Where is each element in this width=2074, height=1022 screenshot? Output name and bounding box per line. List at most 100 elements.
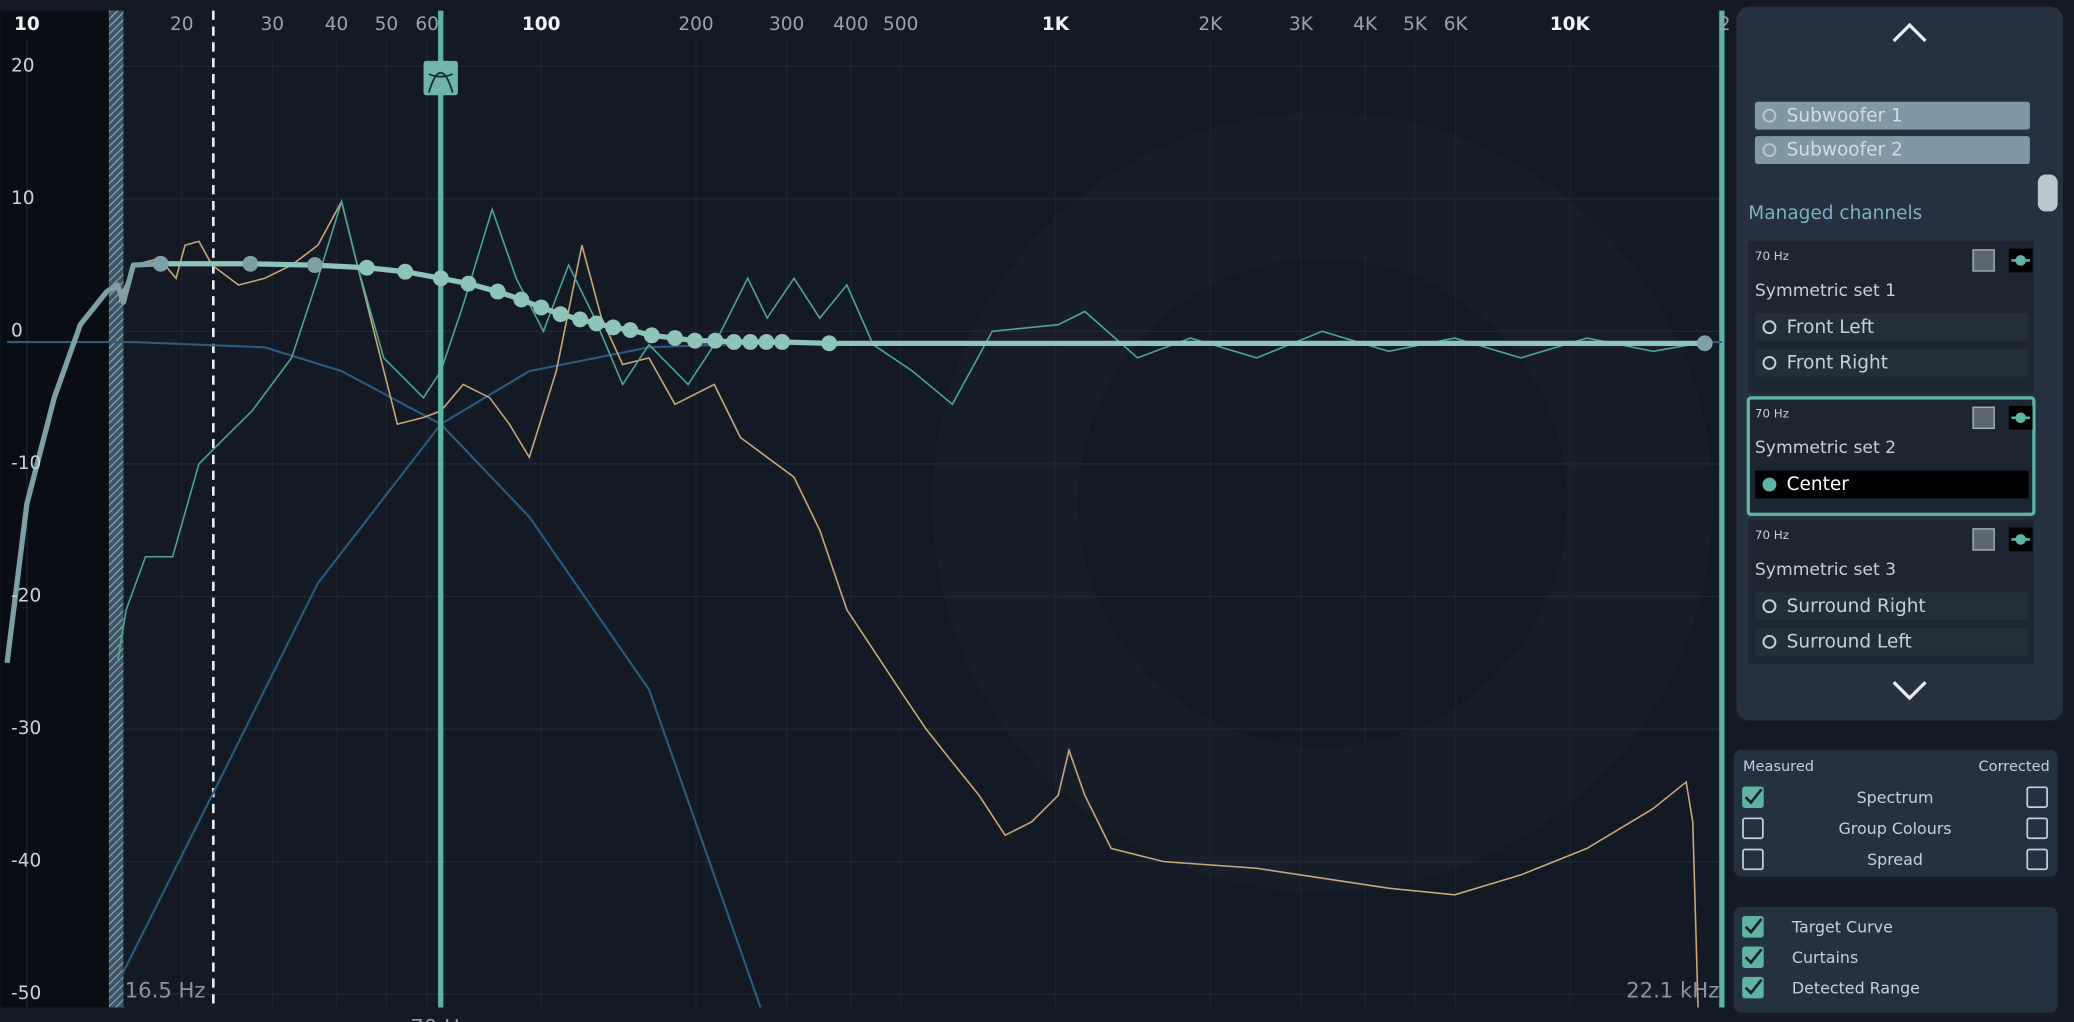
x-tick-label: 6K — [1444, 14, 1469, 35]
group-name: Symmetric set 1 — [1755, 281, 1896, 301]
target-point[interactable] — [397, 263, 414, 280]
checkbox[interactable] — [2026, 786, 2048, 809]
target-point[interactable] — [533, 299, 550, 316]
target-point[interactable] — [707, 332, 724, 349]
target-point[interactable] — [742, 334, 759, 350]
radio — [1762, 477, 1777, 492]
subwoofer-row[interactable] — [1754, 136, 2030, 164]
checkmark — [1744, 788, 1763, 805]
x-tick-label: 60 — [415, 14, 439, 35]
target-point[interactable] — [489, 283, 506, 300]
x-tick-label: 20 — [170, 14, 194, 35]
group-name: Symmetric set 2 — [1755, 438, 1896, 458]
target-point[interactable] — [774, 334, 791, 350]
y-tick-label: -50 — [11, 983, 41, 1004]
y-tick-label: -20 — [11, 586, 41, 607]
y-tick-label: 20 — [11, 55, 35, 76]
checkmark — [1744, 948, 1763, 965]
x-tick-label: 2K — [1198, 14, 1223, 35]
target-point[interactable] — [1696, 335, 1713, 352]
y-tick-label: -10 — [11, 453, 41, 474]
checkmark — [1744, 918, 1763, 935]
target-point[interactable] — [686, 332, 703, 349]
target-point[interactable] — [667, 330, 683, 346]
x-tick-label: 50 — [375, 14, 399, 35]
mute-icon[interactable] — [1972, 406, 1995, 430]
channel-row[interactable] — [1754, 628, 2029, 656]
target-point[interactable] — [572, 311, 589, 328]
crossover-handle[interactable] — [423, 60, 458, 96]
x-tick-label: 10K — [1550, 14, 1591, 35]
x-tick-label: 100 — [522, 14, 561, 35]
high-limit-label: 22.1 kHz — [1626, 978, 1719, 1003]
radio — [1762, 108, 1777, 123]
target-point[interactable] — [242, 255, 259, 272]
mute-icon[interactable] — [1972, 249, 1995, 272]
checkmark — [1744, 978, 1763, 995]
target-point[interactable] — [622, 322, 639, 338]
x-tick-label: 400 — [833, 14, 868, 35]
low-limit-label: 16.5 Hz — [125, 978, 206, 1003]
target-point[interactable] — [821, 335, 838, 352]
subwoofer-label: Subwoofer 1 — [1787, 105, 1903, 126]
radio — [1762, 355, 1777, 370]
channel-row[interactable] — [1754, 470, 2029, 499]
subwoofer-row[interactable] — [1754, 101, 2030, 130]
link-icon-dot — [2015, 255, 2026, 266]
group-crossover: 70 Hz — [1755, 528, 1789, 542]
checkbox[interactable] — [2026, 848, 2048, 871]
x-tick-label: 5K — [1403, 14, 1428, 35]
target-point[interactable] — [152, 255, 169, 272]
view-options: Measured Corrected Spectrum Group Colours Sp… — [1742, 759, 2050, 999]
target-curve-lead — [4, 261, 161, 664]
channel-label: Front Right — [1787, 353, 1888, 374]
crossover-label: 70 Hz — [410, 1015, 471, 1022]
target-point[interactable] — [605, 319, 622, 336]
radio — [1762, 143, 1777, 158]
option-label: Group Colours — [1839, 819, 1952, 838]
target-point[interactable] — [460, 275, 477, 292]
target-point[interactable] — [588, 315, 605, 332]
target-point[interactable] — [758, 334, 775, 350]
x-tick-label: 4K — [1353, 14, 1378, 35]
link-icon[interactable] — [2008, 69, 2033, 93]
target-point[interactable] — [358, 259, 375, 276]
x-tick-label: 300 — [769, 14, 804, 35]
target-point[interactable] — [432, 270, 449, 287]
option-label: Spectrum — [1857, 788, 1934, 807]
channel-row[interactable] — [1754, 313, 2029, 342]
target-point[interactable] — [513, 291, 530, 308]
target-point[interactable] — [726, 334, 742, 350]
group-name: Symmetric set 3 — [1755, 560, 1896, 580]
checkbox[interactable] — [2026, 817, 2048, 840]
scroll-down-button[interactable] — [1892, 681, 1927, 701]
group-card[interactable] — [1748, 519, 2034, 672]
channel-row[interactable] — [1754, 592, 2029, 621]
channel-list: Subwoofer 1 Subwoofer 2 Managed channels 70… — [1746, 69, 2036, 672]
radio — [1762, 320, 1777, 335]
checkbox[interactable] — [1742, 817, 1764, 840]
y-tick-label: 10 — [11, 188, 35, 209]
measured-header: Measured — [1743, 759, 1814, 775]
checkbox[interactable] — [1742, 848, 1764, 871]
toggle-label: Detected Range — [1792, 978, 1920, 997]
target-point[interactable] — [643, 327, 660, 344]
channel-row[interactable] — [1754, 349, 2029, 377]
scrollbar-thumb[interactable] — [2037, 174, 2058, 212]
crossover-handle-icon — [427, 71, 454, 93]
x-tick-label: 3K — [1289, 14, 1314, 35]
link-icon-dot — [2015, 412, 2026, 424]
x-tick-label: 10 — [14, 14, 40, 35]
watermark — [932, 112, 1713, 893]
target-point[interactable] — [552, 306, 569, 323]
link-icon-dot — [2015, 534, 2026, 545]
target-point[interactable] — [306, 257, 323, 274]
mute-icon[interactable] — [1972, 528, 1995, 551]
view-options-box — [1733, 749, 2058, 877]
channel-label: Surround Right — [1787, 596, 1926, 617]
low-curtain — [108, 10, 124, 1008]
scroll-up-button[interactable] — [1892, 22, 1927, 43]
toggles-box — [1733, 906, 2058, 1013]
